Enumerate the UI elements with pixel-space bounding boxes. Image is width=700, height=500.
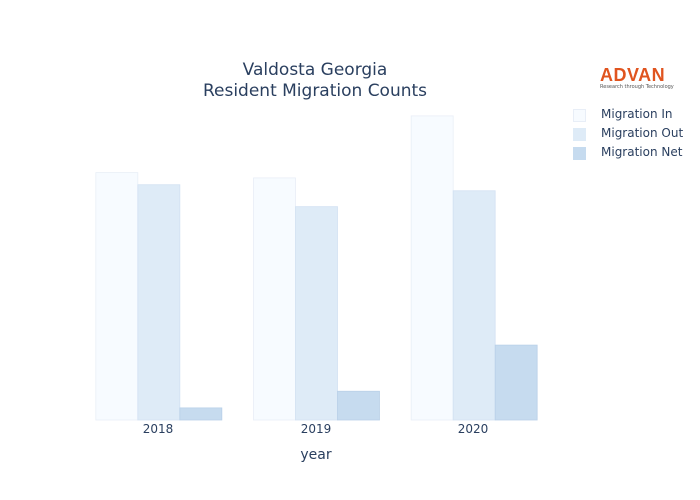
legend-label: Migration Out bbox=[601, 126, 684, 140]
x-tick-label: 2019 bbox=[300, 422, 332, 436]
x-axis-label: year bbox=[300, 447, 332, 463]
bar-migration-out-2019[interactable] bbox=[295, 206, 338, 421]
legend-label: Migration In bbox=[601, 107, 673, 121]
chart-title: Valdosta Georgia bbox=[242, 60, 388, 80]
legend-swatch bbox=[573, 128, 586, 141]
x-tick-label: 2018 bbox=[142, 422, 174, 436]
legend-swatch bbox=[573, 109, 586, 122]
bar-migration-in-2020[interactable] bbox=[410, 115, 454, 421]
bar-migration-out-2020[interactable] bbox=[452, 190, 496, 421]
bar-migration-out-2018[interactable] bbox=[137, 184, 181, 421]
bar-migration-in-2019[interactable] bbox=[253, 177, 296, 421]
legend-swatch bbox=[573, 147, 586, 160]
x-tick-label: 2020 bbox=[457, 422, 489, 436]
chart-subtitle: Resident Migration Counts bbox=[202, 81, 428, 101]
legend-label: Migration Net bbox=[601, 145, 683, 159]
bar-migration-net-2019[interactable] bbox=[337, 390, 380, 421]
logo-wordmark: ADVAN bbox=[600, 65, 666, 85]
bar-migration-in-2018[interactable] bbox=[95, 172, 139, 421]
logo-tagline: Research through Technology bbox=[600, 84, 674, 90]
bar-migration-net-2020[interactable] bbox=[494, 344, 538, 421]
bar-migration-net-2018[interactable] bbox=[179, 407, 223, 421]
advan-logo: ADVAN Research through Technology bbox=[600, 66, 680, 91]
